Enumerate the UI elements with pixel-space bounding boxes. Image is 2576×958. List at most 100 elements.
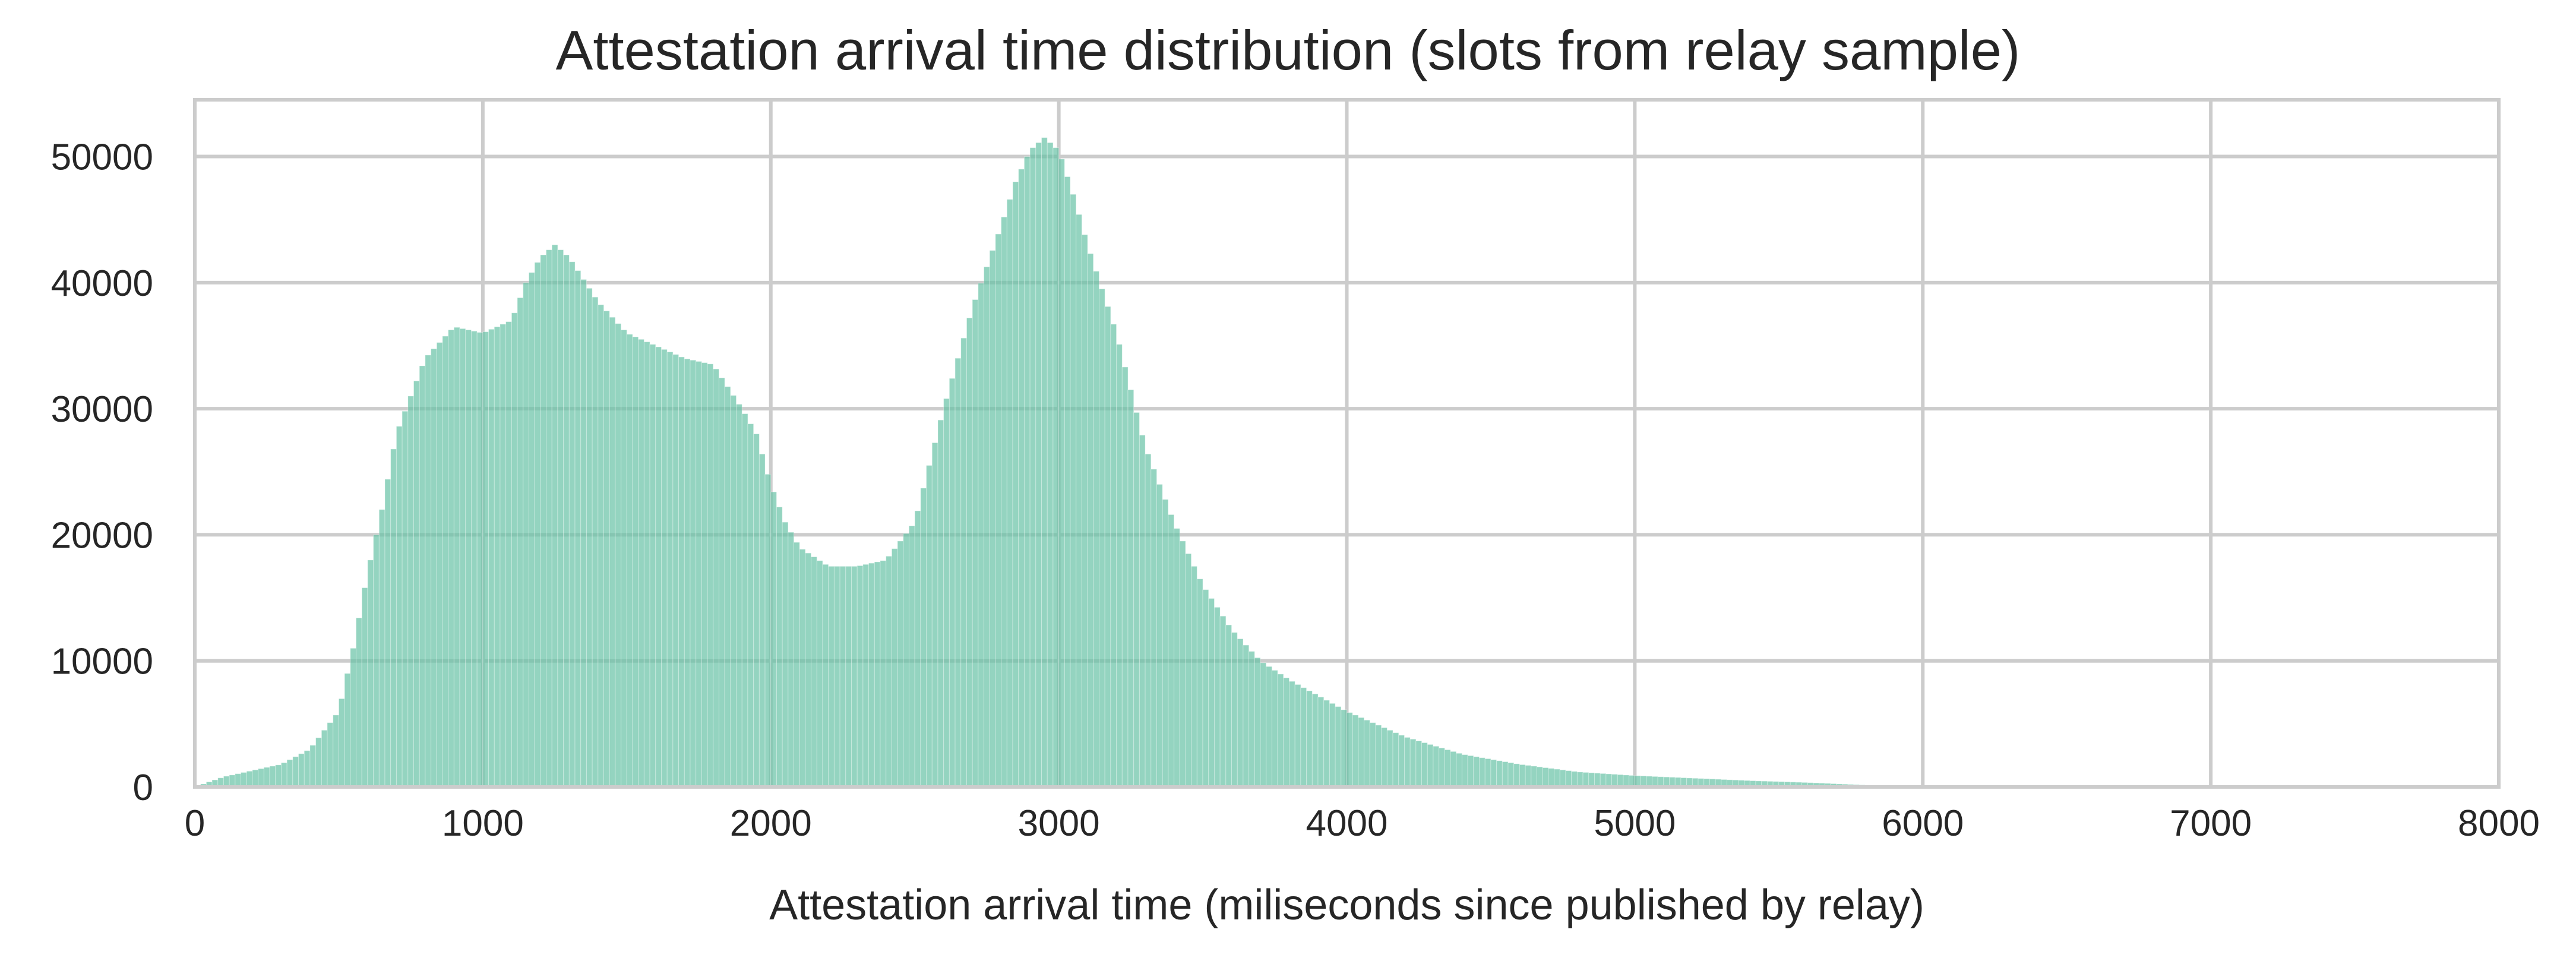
histogram-bar: [862, 564, 870, 788]
histogram-bar: [1341, 709, 1347, 788]
histogram-bar: [344, 673, 351, 788]
histogram-bar: [1208, 598, 1215, 788]
histogram-bar: [954, 358, 962, 788]
histogram-bar: [568, 261, 576, 788]
histogram-bar: [528, 272, 535, 788]
histogram-bar: [666, 352, 674, 788]
histogram-bar: [603, 311, 610, 788]
histogram-bar: [1473, 756, 1480, 788]
x-tick-label: 0: [185, 803, 205, 844]
histogram-bar: [1168, 514, 1175, 788]
histogram-bar: [275, 764, 282, 788]
histogram-bar: [235, 773, 242, 788]
histogram-bar: [943, 398, 950, 788]
x-tick-label: 8000: [2458, 803, 2540, 844]
histogram-bar: [263, 767, 270, 788]
histogram-bar: [396, 426, 403, 788]
histogram-bar: [1127, 389, 1134, 788]
histogram-bar: [995, 233, 1002, 788]
histogram-bar: [1496, 760, 1503, 788]
histogram-bar: [770, 491, 777, 788]
histogram-bar: [926, 465, 933, 788]
histogram-bar: [1450, 751, 1457, 788]
histogram-bar: [1386, 729, 1393, 788]
histogram-bar: [1150, 469, 1157, 788]
histogram-bar: [459, 328, 466, 788]
histogram-bar: [1023, 156, 1031, 788]
histogram-bar: [747, 423, 754, 788]
histogram-bar: [1116, 344, 1123, 788]
histogram-bar: [1507, 762, 1515, 788]
histogram-bar: [833, 565, 840, 788]
histogram-bar: [908, 526, 915, 788]
histogram-bar: [1012, 181, 1019, 788]
histogram-bar: [886, 556, 892, 788]
histogram-bar: [696, 361, 702, 788]
x-axis-label: Attestation arrival time (miliseconds si…: [769, 881, 1924, 929]
histogram-bars: [194, 137, 1981, 788]
y-tick-label: 20000: [51, 515, 153, 556]
histogram-bar: [1421, 742, 1428, 788]
histogram-bar: [425, 355, 432, 788]
histogram-bar: [476, 332, 483, 788]
histogram-bar: [592, 296, 599, 788]
histogram-bar: [523, 282, 529, 788]
histogram-bar: [286, 759, 293, 788]
histogram-bar: [1513, 763, 1520, 788]
histogram-bar: [1490, 759, 1497, 788]
histogram-bar: [1519, 764, 1526, 788]
histogram-bar: [1041, 137, 1048, 788]
histogram-bar: [453, 327, 460, 788]
histogram-bar: [811, 557, 817, 788]
histogram-bar: [241, 772, 247, 788]
histogram-bar: [574, 270, 581, 788]
histogram-bar: [931, 442, 938, 788]
histogram-bar: [1576, 772, 1583, 788]
histogram-bar: [1358, 717, 1365, 788]
histogram-bar: [794, 542, 800, 788]
histogram-bar: [741, 413, 748, 788]
y-tick-label: 0: [133, 767, 153, 808]
histogram-bar: [615, 323, 622, 788]
histogram-bar: [494, 326, 501, 788]
histogram-bar: [1093, 271, 1100, 788]
histogram-bar: [724, 386, 731, 788]
histogram-bar: [713, 368, 719, 788]
histogram-bar: [736, 404, 742, 788]
histogram-bar: [1444, 749, 1451, 788]
histogram-bar: [1087, 253, 1094, 788]
histogram-bar: [1461, 754, 1468, 788]
histogram-bar: [690, 359, 697, 788]
histogram-bar: [1439, 747, 1445, 788]
histogram-bar: [413, 380, 420, 788]
histogram-bar: [1145, 454, 1152, 788]
histogram-bar: [1006, 199, 1013, 788]
histogram-bar: [321, 729, 328, 788]
histogram-bar: [1104, 306, 1111, 788]
histogram-bar: [1548, 768, 1555, 788]
histogram-bar: [805, 552, 812, 788]
histogram-bar: [1081, 234, 1088, 788]
histogram-bar: [1260, 662, 1267, 788]
histogram-bar: [1392, 732, 1399, 788]
histogram-bar: [1375, 725, 1382, 788]
histogram-bar: [816, 560, 823, 788]
histogram-bar: [678, 356, 685, 788]
histogram-bar: [557, 249, 564, 788]
histogram-bar: [1415, 741, 1423, 788]
histogram-bar: [309, 745, 317, 788]
histogram-bar: [304, 750, 311, 788]
x-tick-label: 1000: [442, 803, 524, 844]
histogram-bar: [621, 329, 627, 788]
histogram-bar: [782, 521, 789, 788]
histogram-bar: [972, 299, 979, 788]
histogram-bar: [684, 358, 691, 788]
y-tick-label: 50000: [51, 137, 153, 178]
histogram-bar: [327, 722, 334, 788]
histogram-bar: [1467, 755, 1474, 788]
histogram-bar: [315, 737, 322, 788]
histogram-bar: [1202, 589, 1209, 788]
histogram-bar: [505, 321, 512, 788]
x-tick-label: 6000: [1882, 803, 1964, 844]
histogram-bar: [1099, 288, 1105, 788]
